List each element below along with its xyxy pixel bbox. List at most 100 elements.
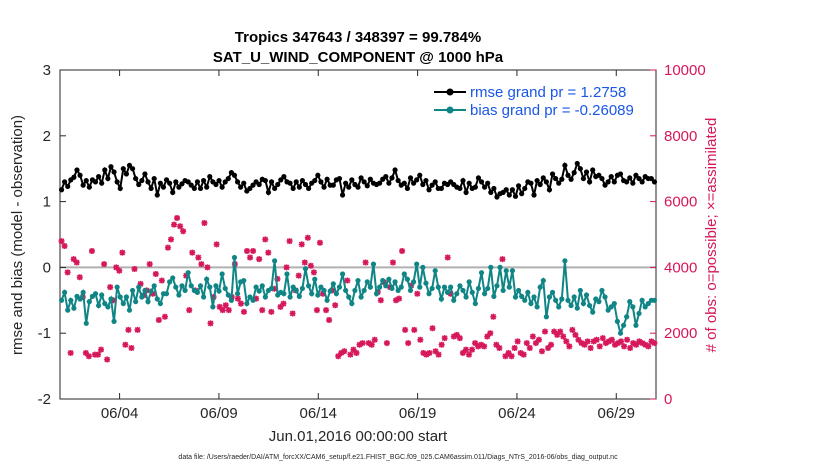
rmse-point [207,173,213,180]
obs-marker [618,338,625,345]
obs-marker [608,336,615,343]
obs-marker [125,326,132,333]
bias-point [71,305,77,311]
bias-point [129,287,136,294]
obs-marker [502,353,509,360]
obs-marker [88,247,95,254]
bias-point [392,279,398,285]
rmse-point [80,182,86,188]
bias-point [407,287,414,294]
rmse-point [293,179,299,185]
rmse-point [185,179,191,185]
rmse-point [395,177,401,184]
rmse-point [537,181,543,188]
rmse-point [377,180,383,186]
bias-point [80,289,86,296]
bias-point [302,266,309,272]
bias-point [194,289,201,296]
rmse-point [429,182,435,188]
bias-point [401,271,407,277]
bias-point [472,300,478,307]
rmse-point [346,184,352,190]
bias-point [92,291,99,297]
rmse-point [173,179,179,185]
bias-point [151,283,157,289]
bias-point [497,264,503,270]
obs-marker [219,307,226,314]
rmse-point [312,177,318,184]
rmse-point [265,189,272,195]
obs-marker [104,356,111,363]
rmse-point [126,162,133,169]
obs-marker [408,282,415,289]
bias-point [417,284,423,290]
obs-marker [545,345,552,352]
obs-marker [456,335,463,342]
bias-point [590,309,596,315]
obs-marker [383,340,390,347]
x-tick-label: 06/04 [101,405,139,422]
bias-point [608,304,614,310]
rmse-point [296,184,302,190]
obs-marker [61,243,68,250]
bias-point [343,287,349,294]
rmse-point [262,177,268,184]
bias-point [506,284,512,290]
obs-marker [268,308,275,315]
bias-point [58,297,65,303]
rmse-point [463,189,469,195]
obs-marker [64,269,71,276]
rmse-point [99,180,105,186]
bias-point [395,287,401,294]
obs-marker [393,297,400,304]
obs-marker [213,241,220,248]
bias-point [636,310,642,317]
rmse-point [358,175,364,181]
rmse-point [74,167,80,173]
obs-marker [265,249,272,256]
obs-marker [411,326,418,333]
obs-marker [399,247,406,254]
rmse-point [216,177,222,184]
obs-marker [529,333,536,340]
rmse-point [633,172,639,178]
bias-point [324,297,330,303]
rmse-point [457,185,463,192]
obs-marker [283,264,290,271]
obs-marker [295,272,302,279]
obs-marker [362,259,369,266]
obs-marker [563,338,570,345]
bias-point [287,294,293,300]
rmse-point [636,175,642,182]
bias-point [244,300,250,307]
obs-marker [161,313,168,320]
obs-marker [113,264,120,271]
bias-point [488,264,494,270]
bias-point [167,279,173,285]
bias-point [327,288,333,294]
bias-point [188,283,194,289]
chart-title-line1: Tropics 347643 / 348397 = 99.784% [235,29,481,46]
bias-point [259,283,265,289]
rmse-point [426,187,432,193]
rmse-point [577,166,583,172]
obs-marker [389,259,396,266]
obs-marker [645,343,652,350]
obs-marker [271,285,278,292]
bias-point [185,270,191,276]
rmse-point [478,179,485,185]
obs-marker [341,348,348,355]
rmse-point [145,179,151,185]
bias-point [126,307,133,313]
rmse-point [438,185,444,192]
obs-marker [122,341,129,348]
obs-marker [538,348,545,355]
obs-marker [444,254,451,261]
obs-marker [532,340,539,347]
plot-area: 06/04 06/09 06/14 06/19 06/24 06/29 -2 -1 0 1 2 3 0 2… [38,62,706,422]
rmse-point [611,179,617,185]
rmse-point [565,172,571,178]
obs-marker [551,328,558,335]
rmse-point [420,181,426,188]
obs-marker [453,331,460,338]
